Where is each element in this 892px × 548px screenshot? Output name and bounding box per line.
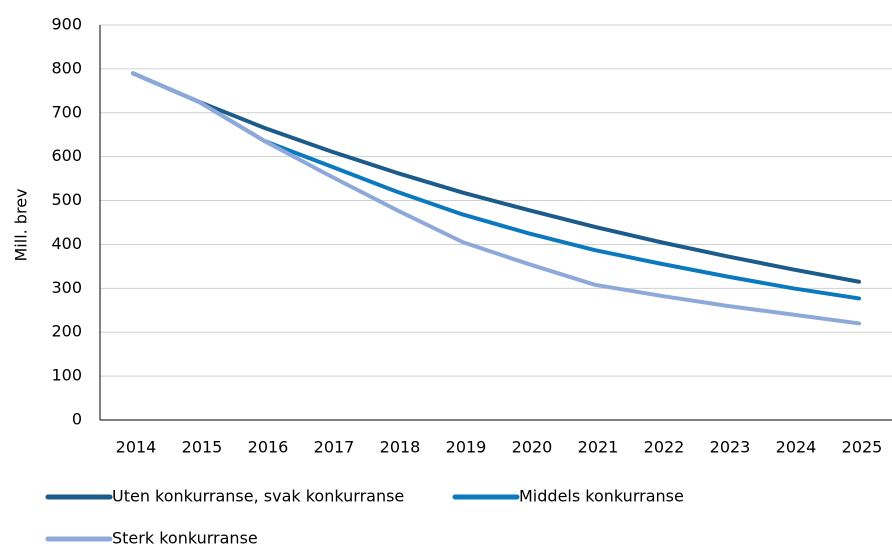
- y-tick-label: 600: [51, 146, 82, 165]
- y-axis-label: Mill. brev: [12, 188, 31, 261]
- y-tick-label: 200: [51, 322, 82, 341]
- x-tick-label: 2017: [314, 438, 355, 457]
- y-tick-label: 700: [51, 102, 82, 121]
- x-tick-label: 2020: [512, 438, 553, 457]
- x-tick-label: 2015: [182, 438, 223, 457]
- x-tick-label: 2025: [842, 438, 883, 457]
- x-tick-label: 2019: [446, 438, 487, 457]
- x-tick-label: 2024: [776, 438, 817, 457]
- y-tick-label: 900: [51, 15, 82, 34]
- x-tick-label: 2018: [380, 438, 421, 457]
- y-tick-label: 400: [51, 234, 82, 253]
- x-tick-label: 2014: [116, 438, 157, 457]
- x-tick-label: 2016: [248, 438, 289, 457]
- x-tick-label: 2022: [644, 438, 685, 457]
- y-tick-label: 300: [51, 278, 82, 297]
- series-line: [131, 71, 861, 301]
- series-line: [131, 71, 861, 326]
- legend-label: Uten konkurranse, svak konkurranse: [112, 487, 404, 506]
- legend-label: Sterk konkurranse: [112, 529, 258, 548]
- y-tick-label: 0: [72, 410, 82, 429]
- legend-label: Middels konkurranse: [519, 487, 684, 506]
- series-line: [131, 71, 861, 284]
- y-tick-label: 800: [51, 58, 82, 77]
- y-tick-label: 100: [51, 366, 82, 385]
- x-tick-label: 2023: [710, 438, 751, 457]
- x-tick-label: 2021: [578, 438, 619, 457]
- y-tick-label: 500: [51, 190, 82, 209]
